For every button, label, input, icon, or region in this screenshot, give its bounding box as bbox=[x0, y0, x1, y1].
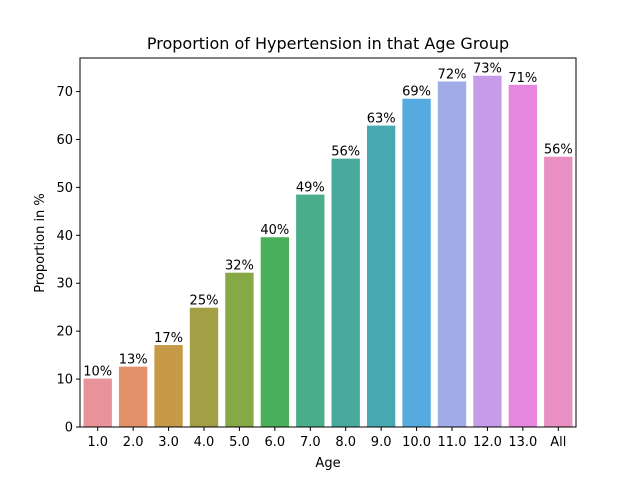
x-tick-label-5.0: 5.0 bbox=[229, 435, 250, 450]
data-label-7.0: 49% bbox=[296, 181, 325, 196]
data-labels-group: 10% 13% 17% 25% 32% 40% 49% 56% 63% 69% 72% 73% 71% 5… bbox=[83, 62, 572, 380]
bar-All bbox=[544, 156, 573, 427]
plot-frame bbox=[79, 57, 577, 428]
bar-10.0 bbox=[402, 98, 431, 427]
data-label-10.0: 69% bbox=[402, 85, 431, 100]
data-label-12.0: 73% bbox=[473, 62, 502, 77]
data-label-3.0: 17% bbox=[154, 331, 183, 346]
y-tick-label-30: 30 bbox=[56, 277, 73, 292]
y-tick-label-0: 0 bbox=[65, 421, 73, 436]
x-tick-label-3.0: 3.0 bbox=[158, 435, 179, 450]
x-tick-label-12.0: 12.0 bbox=[473, 435, 502, 450]
y-axis-label: Proportion in % bbox=[33, 193, 48, 293]
data-label-All: 56% bbox=[544, 143, 573, 158]
y-tick-label-70: 70 bbox=[56, 85, 73, 100]
bar-3.0 bbox=[154, 345, 183, 427]
data-label-6.0: 40% bbox=[260, 223, 289, 238]
x-tick-label-1.0: 1.0 bbox=[87, 435, 108, 450]
y-tick-label-20: 20 bbox=[56, 325, 73, 340]
data-label-9.0: 63% bbox=[367, 112, 396, 127]
bar-2.0 bbox=[118, 366, 148, 427]
y-tick-label-60: 60 bbox=[56, 133, 73, 148]
y-tick-label-50: 50 bbox=[56, 181, 73, 196]
x-tick-label-7.0: 7.0 bbox=[300, 435, 321, 450]
bar-7.0 bbox=[296, 194, 325, 427]
data-label-13.0: 71% bbox=[508, 71, 537, 86]
data-label-5.0: 32% bbox=[225, 259, 254, 274]
bar-9.0 bbox=[366, 125, 396, 427]
bars-group bbox=[83, 75, 573, 428]
data-label-4.0: 25% bbox=[190, 294, 219, 309]
bar-11.0 bbox=[437, 81, 467, 428]
bar-4.0 bbox=[189, 307, 219, 427]
x-tick-label-8.0: 8.0 bbox=[335, 435, 356, 450]
chart-title: Proportion of Hypertension in that Age G… bbox=[147, 34, 509, 53]
bar-6.0 bbox=[260, 237, 290, 427]
y-axis: 0 10 20 30 40 50 60 70 bbox=[56, 85, 80, 436]
data-label-1.0: 10% bbox=[83, 365, 112, 380]
data-label-8.0: 56% bbox=[331, 145, 360, 160]
x-axis-label: Age bbox=[315, 456, 340, 471]
x-tick-label-13.0: 13.0 bbox=[508, 435, 537, 450]
x-tick-label-6.0: 6.0 bbox=[265, 435, 286, 450]
x-tick-label-All: All bbox=[550, 435, 566, 450]
x-tick-label-10.0: 10.0 bbox=[402, 435, 431, 450]
x-tick-label-11.0: 11.0 bbox=[438, 435, 467, 450]
bar-1.0 bbox=[83, 378, 112, 427]
data-label-11.0: 72% bbox=[438, 67, 467, 82]
x-tick-label-4.0: 4.0 bbox=[194, 435, 215, 450]
bar-5.0 bbox=[225, 272, 254, 427]
bar-8.0 bbox=[331, 158, 360, 428]
y-tick-label-40: 40 bbox=[56, 229, 73, 244]
x-axis: 1.0 2.0 3.0 4.0 5.0 6.0 7.0 8.0 9.0 10.0 11.0 12.0 1… bbox=[87, 427, 566, 450]
data-label-2.0: 13% bbox=[119, 353, 148, 368]
x-tick-label-9.0: 9.0 bbox=[371, 435, 392, 450]
y-tick-label-10: 10 bbox=[56, 373, 73, 388]
bar-12.0 bbox=[473, 75, 502, 427]
bar-13.0 bbox=[508, 84, 538, 427]
x-tick-label-2.0: 2.0 bbox=[123, 435, 144, 450]
